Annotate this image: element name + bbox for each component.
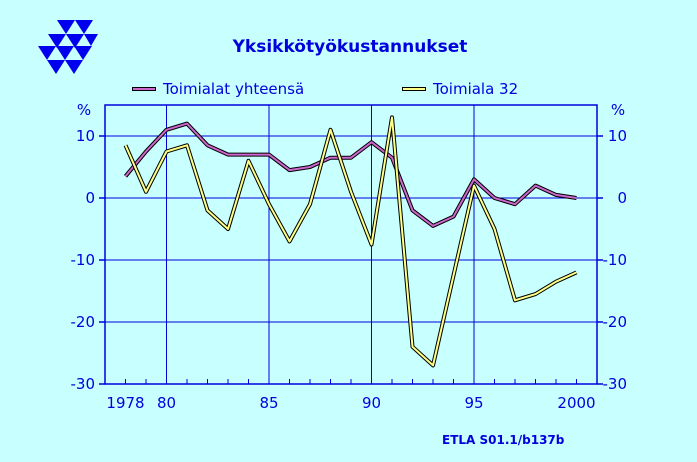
y-tick-label-left: 0: [85, 189, 95, 207]
x-tick-label: 90: [362, 394, 381, 412]
legend: Toimialat yhteensä Toimiala 32: [132, 80, 518, 98]
series-line-0: [124, 122, 577, 227]
y-tick-label-right: 10: [608, 127, 627, 145]
etla-logo: [38, 20, 98, 74]
series-line-1: [124, 116, 577, 367]
y-tick-label-left: 10: [76, 127, 95, 145]
x-tick-label: 95: [464, 394, 483, 412]
series-line-outline-0: [123, 121, 577, 228]
legend-item-total: Toimialat yhteensä: [132, 80, 304, 98]
legend-label-total: Toimialat yhteensä: [162, 80, 304, 98]
x-tick-label: 85: [259, 394, 278, 412]
legend-item-32: Toimiala 32: [402, 80, 518, 98]
y-tick-label-right: -20: [603, 313, 628, 331]
y-axis-label-right: %: [611, 101, 625, 119]
y-tick-label-left: -20: [71, 313, 96, 331]
y-tick-label-right: -10: [603, 251, 628, 269]
plot-area: -30 -30 -20 -20 -10 -10 0 0 10 10% % 1978 80 85 90 95 20…: [71, 101, 628, 412]
chart-title: Yksikkötyökustannukset: [232, 37, 468, 57]
y-tick-label-right: -30: [603, 375, 628, 393]
y-tick-label-left: -10: [71, 251, 96, 269]
x-tick-label: 2000: [557, 394, 595, 412]
legend-label-32: Toimiala 32: [432, 80, 518, 98]
series-line-outline-1: [123, 115, 578, 368]
y-tick-label-right: 0: [617, 189, 627, 207]
x-tick-label: 80: [157, 394, 176, 412]
y-tick-label-left: -30: [71, 375, 96, 393]
x-tick-label: 1978: [106, 394, 144, 412]
credit-label: ETLA S01.1/b137b: [442, 433, 565, 447]
y-axis-label-left: %: [77, 101, 91, 119]
